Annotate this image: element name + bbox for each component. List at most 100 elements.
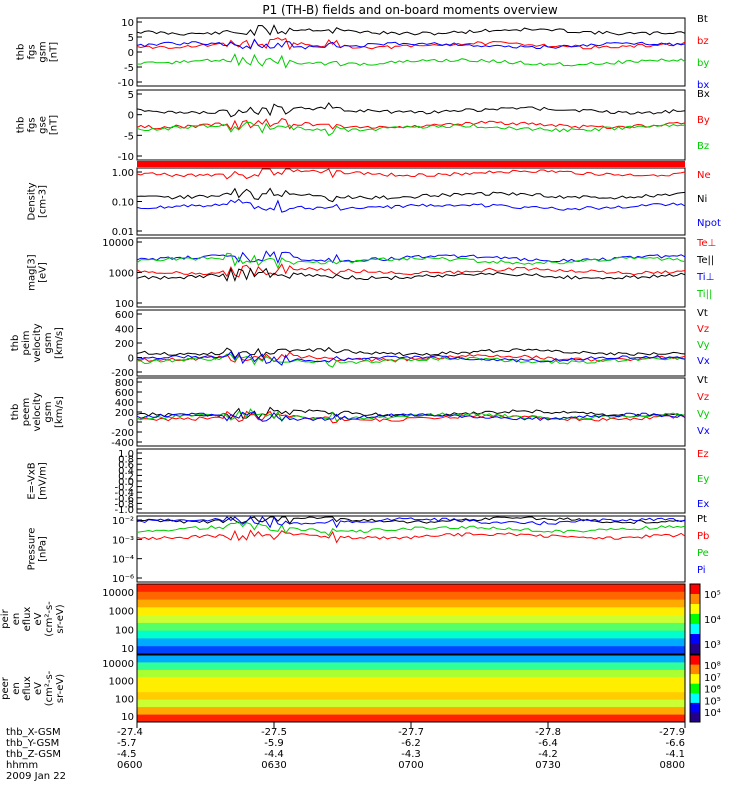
y-axis-label: Density[cm-3] [27, 182, 49, 220]
y-tick-label: 100 [115, 299, 134, 310]
y-tick-label: 0.2 [118, 471, 134, 482]
legend-Vy: Vy [697, 340, 710, 351]
y-tick-label: 1.00 [112, 168, 134, 179]
y-tick-label: 0.6 [118, 460, 134, 471]
legend-Ey: Ey [697, 474, 709, 485]
legend-Ti||: Ti|| [696, 289, 712, 300]
ephemeris-x-value: -27.8 [535, 727, 561, 738]
spectrogram-band [137, 615, 685, 624]
y-tick-label: -0.2 [114, 483, 134, 494]
spectrogram-y-label: thbpeerenefluxeV(cm²-s-sr-eV) [0, 670, 66, 706]
colorbar-segment [690, 644, 700, 655]
y-tick-label: 0.10 [112, 198, 134, 209]
series-Bx-line [136, 102, 686, 118]
spectrogram-band [137, 684, 685, 693]
colorbar-segment [690, 674, 700, 685]
colorbar-frame [689, 583, 701, 655]
y-tick-label: -0.4 [114, 488, 134, 499]
legend-Te||: Te|| [696, 255, 714, 266]
y-axis-label: mag[3][eV] [27, 254, 49, 290]
ephemeris-y-value: -6.4 [538, 738, 558, 749]
series-bx-line [136, 38, 686, 50]
ephemeris-z-value: -4.5 [117, 749, 137, 760]
panel-frame [136, 17, 686, 87]
legend-Vy: Vy [697, 409, 710, 420]
panel-frame [136, 377, 686, 447]
y-tick-label: 10 [121, 18, 134, 29]
colorbar-segment [690, 702, 700, 713]
y-axis-label: Pressure[nPa] [27, 528, 49, 571]
y-tick-label: -1.0 [114, 505, 134, 516]
colorbar-segment [690, 624, 700, 635]
spectrogram-y-label: thbpeirenefluxeV(cm²-s-sr-eV) [0, 601, 66, 637]
panel-frame [136, 309, 686, 377]
spectrogram-tick-label: 10000 [102, 659, 134, 670]
colorbar-segment [690, 683, 700, 694]
legend-Vz: Vz [697, 324, 709, 335]
colorbar-tick-label: 10⁷ [704, 673, 721, 684]
series-Pt-line [136, 516, 686, 525]
y-tick-label: 600 [115, 388, 134, 399]
ephemeris-time-value: 0700 [398, 760, 423, 771]
legend-Bt: Bt [697, 14, 708, 25]
spectrogram-band [137, 669, 685, 678]
ephemeris-time-value: 0600 [117, 760, 142, 771]
spectrogram-tick-label: 1000 [109, 607, 134, 618]
colorbar-tick-label: 10⁸ [704, 661, 721, 672]
y-tick-label: 0.8 [118, 455, 134, 466]
colorbar-segment [690, 634, 700, 645]
ephemeris-z-value: -4.4 [264, 749, 284, 760]
spectrogram-tick-label: 100 [115, 694, 134, 705]
y-tick-label: -10 [118, 152, 134, 163]
ephemeris-x-value: -27.5 [261, 727, 287, 738]
y-tick-label: -200 [111, 368, 134, 379]
spectrogram-band [137, 607, 685, 616]
spectrogram-band [137, 591, 685, 601]
y-tick-label: 10⁻⁶ [112, 574, 134, 585]
spectrogram-band [137, 655, 685, 663]
y-tick-label: 0 [128, 418, 134, 429]
y-axis-label: thbfgsgsm[nT] [16, 41, 60, 62]
y-tick-label: 0 [128, 354, 134, 365]
spectrogram-band [137, 707, 685, 715]
spectrogram-band [137, 646, 685, 655]
ephemeris-z-value: -4.1 [665, 749, 685, 760]
legend-Bz: Bz [697, 141, 709, 152]
spectrogram-band [137, 677, 685, 686]
panel-density: 1.00 0.10 0.01 Density[cm-3] Ne Ni Npot [27, 167, 721, 238]
colorbar-tick-label: 10⁴ [704, 615, 721, 626]
series-Vz-line [136, 410, 686, 424]
series-Npot-line [136, 198, 686, 213]
y-tick-label: 0.01 [112, 227, 134, 238]
panel-frame [136, 515, 686, 583]
panel-efield: 1.00.80.60.40.20.0-0.2-0.4-0.6-0.8-1.0 E=… [27, 448, 709, 516]
colorbar-frame [689, 654, 701, 723]
spectrogram-band [137, 662, 685, 671]
legend-Vt: Vt [697, 308, 708, 319]
ephemeris-y-value: -5.7 [117, 738, 137, 749]
legend-Ex: Ex [697, 499, 709, 510]
series-Bt-line [136, 24, 686, 37]
y-tick-label: 0.0 [118, 477, 134, 488]
y-tick-label: 5 [128, 33, 134, 44]
y-axis-label: thbfgsgse[nT] [16, 115, 60, 135]
ephemeris-x-value: -27.7 [398, 727, 424, 738]
legend-Bx: Bx [697, 89, 710, 100]
legend-Pi: Pi [697, 565, 706, 576]
y-tick-label: 400 [115, 325, 134, 336]
ephemeris-z-value: -4.3 [401, 749, 421, 760]
ephemeris-label: hhmm [6, 760, 38, 771]
y-axis-label: thbpeimvelocitygsm[km/s] [10, 323, 65, 362]
series-Ni-line [136, 187, 686, 203]
y-tick-label: -5 [124, 63, 134, 74]
series-Bz-line [136, 121, 686, 137]
y-tick-label: 5 [128, 90, 134, 101]
series-Te||-line [136, 267, 686, 283]
panel-peim_velocity: 600 400 200 0 -200 thbpeimvelocitygsm[km/s] Vt… [10, 308, 710, 379]
spectrogram-band [137, 584, 685, 593]
series-Ti||-line [136, 252, 686, 270]
colorbar-segment [690, 584, 700, 595]
legend-Vx: Vx [697, 426, 710, 437]
y-axis-label: E=-VxB[mV/m] [27, 462, 49, 500]
